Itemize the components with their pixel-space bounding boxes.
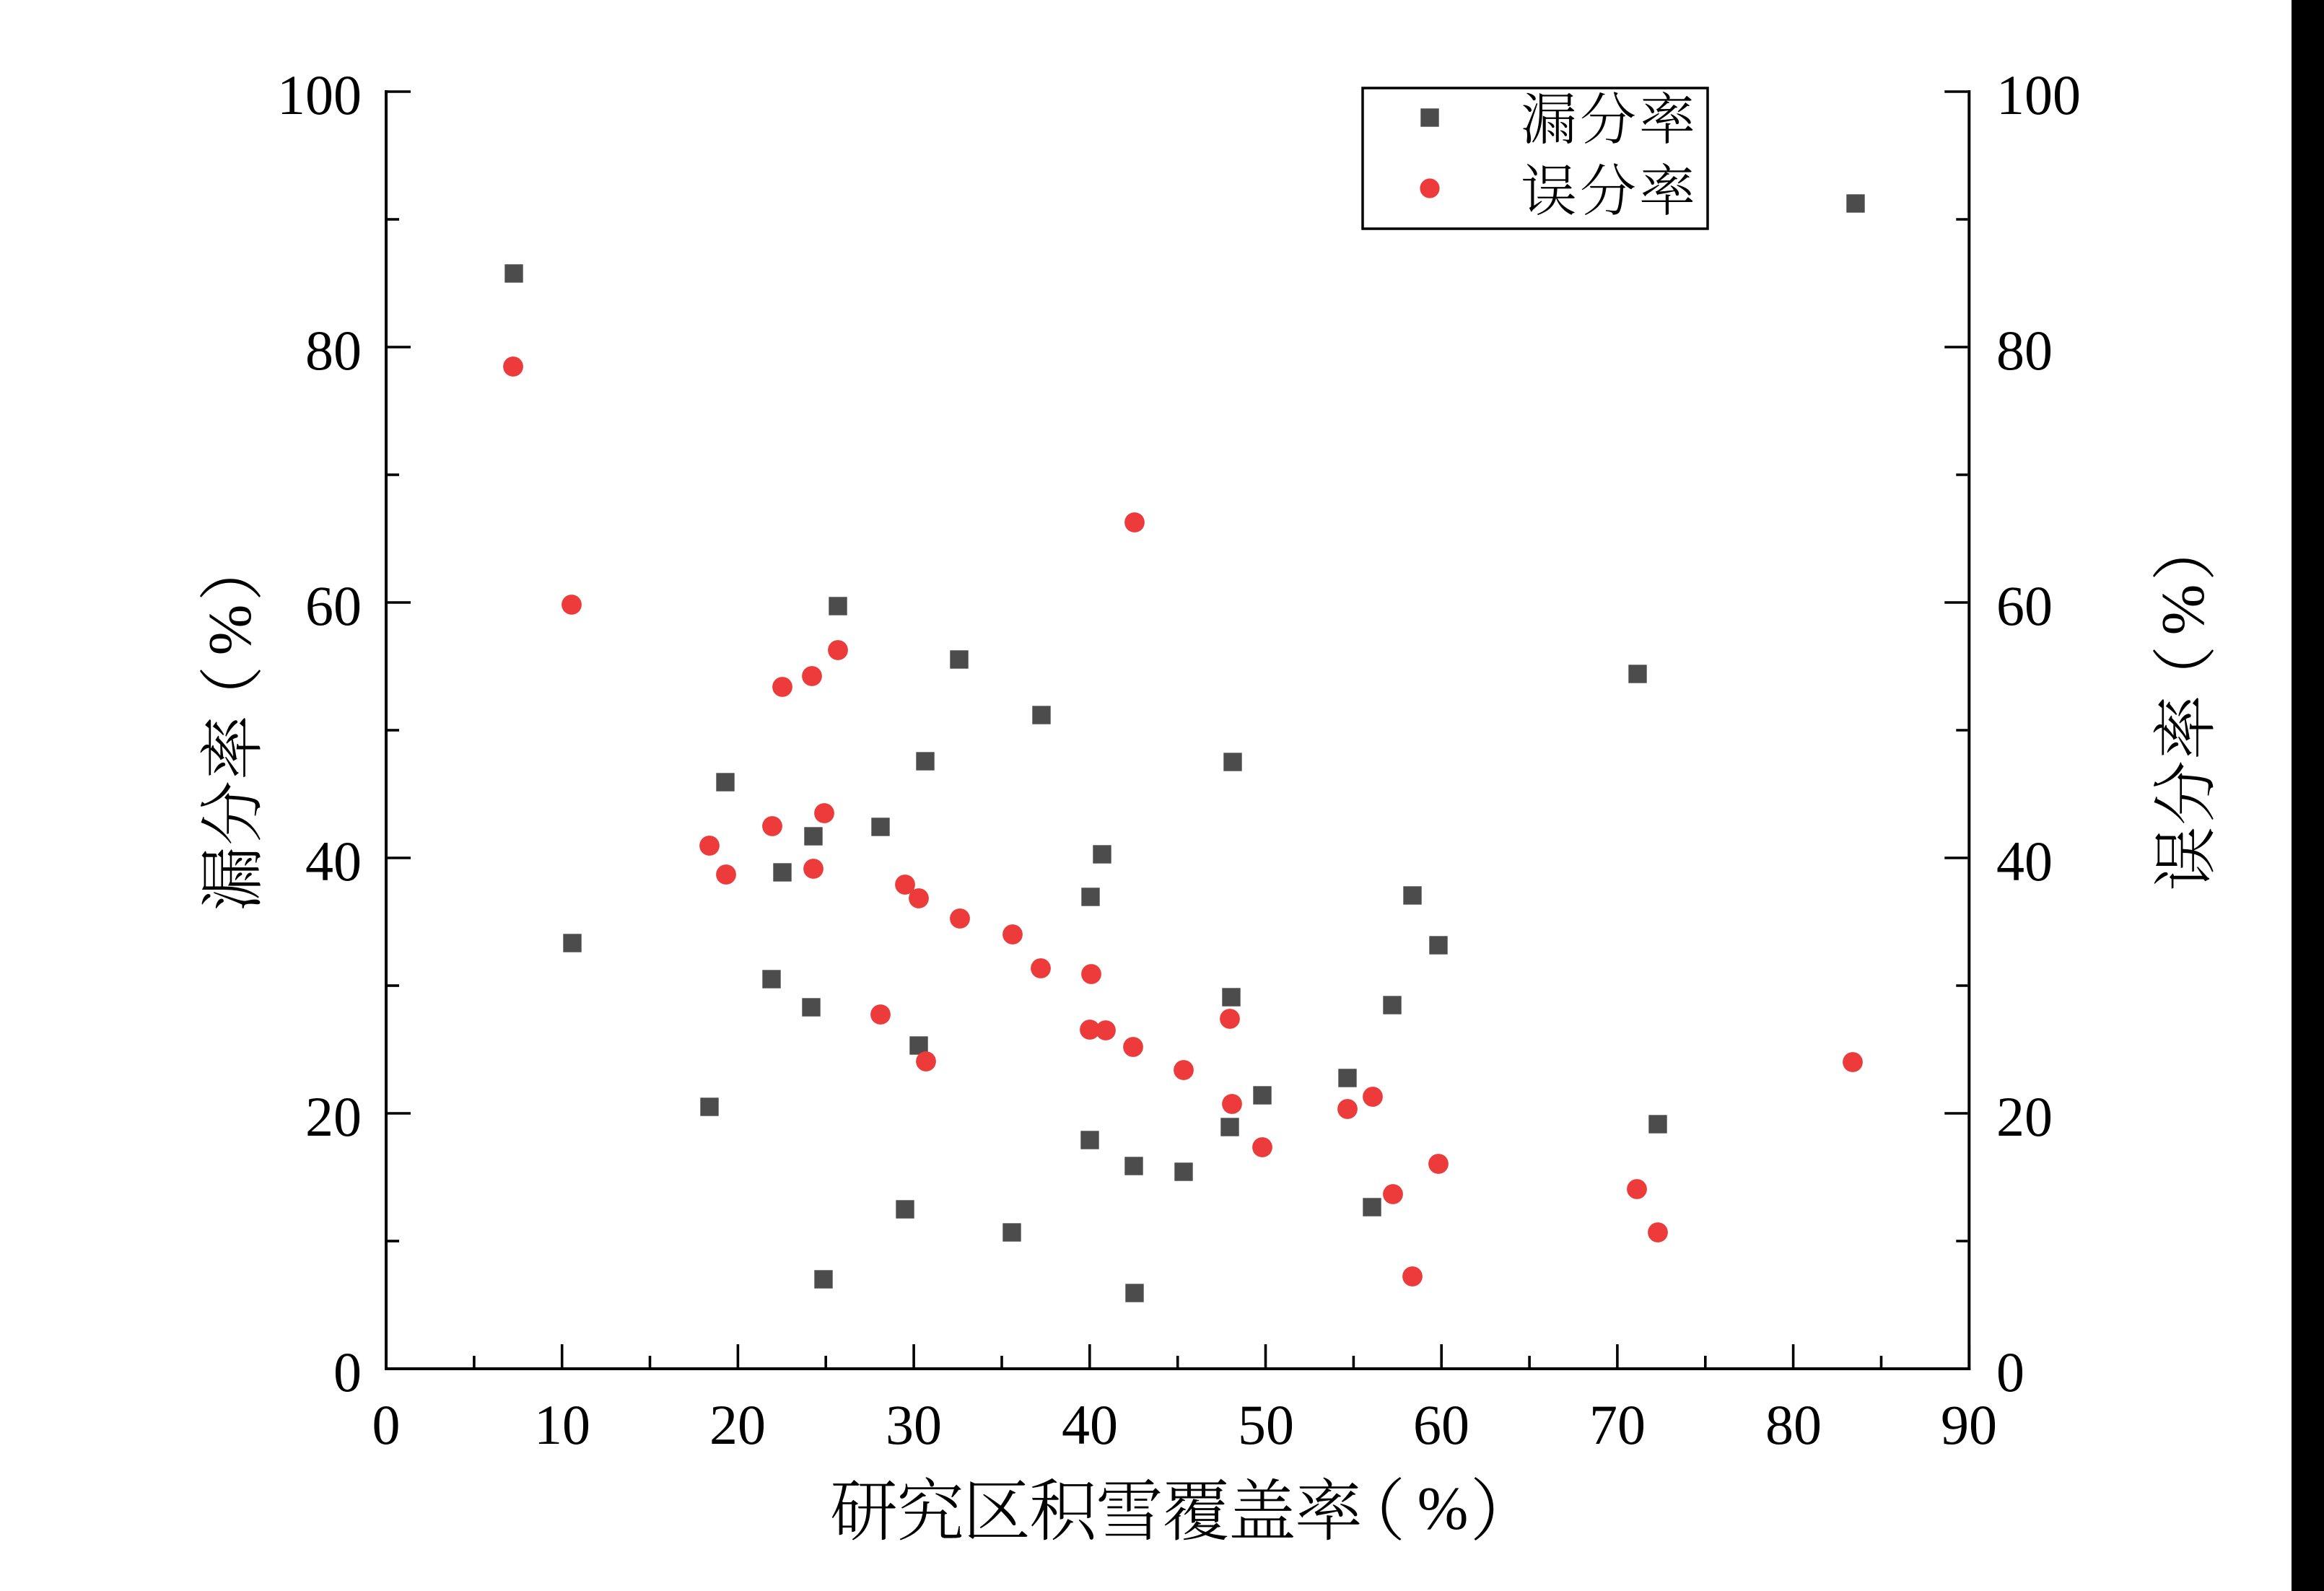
svg-text:20: 20 bbox=[709, 1393, 766, 1456]
svg-text:0: 0 bbox=[1996, 1341, 2024, 1403]
svg-text:20: 20 bbox=[1996, 1085, 2053, 1148]
svg-text:20: 20 bbox=[305, 1085, 362, 1148]
svg-text:70: 70 bbox=[1589, 1393, 1646, 1456]
svg-text:30: 30 bbox=[886, 1393, 942, 1456]
svg-text:%: % bbox=[2149, 584, 2217, 636]
svg-text:%: % bbox=[196, 605, 264, 656]
svg-text:50: 50 bbox=[1238, 1393, 1294, 1456]
svg-text:100: 100 bbox=[277, 63, 362, 126]
svg-text:0: 0 bbox=[333, 1341, 362, 1403]
svg-text:60: 60 bbox=[1996, 574, 2053, 637]
svg-text:40: 40 bbox=[305, 830, 362, 893]
svg-text:80: 80 bbox=[1765, 1393, 1822, 1456]
svg-text:60: 60 bbox=[1413, 1393, 1469, 1456]
svg-text:40: 40 bbox=[1996, 830, 2053, 893]
svg-text:10: 10 bbox=[534, 1393, 590, 1456]
svg-text:%: % bbox=[1417, 1475, 1469, 1543]
svg-text:100: 100 bbox=[1996, 63, 2081, 126]
svg-text:80: 80 bbox=[305, 319, 362, 382]
svg-text:80: 80 bbox=[1996, 319, 2053, 382]
svg-text:60: 60 bbox=[305, 574, 362, 637]
svg-text:90: 90 bbox=[1941, 1393, 1997, 1456]
svg-text:40: 40 bbox=[1062, 1393, 1118, 1456]
svg-text:0: 0 bbox=[372, 1393, 401, 1456]
